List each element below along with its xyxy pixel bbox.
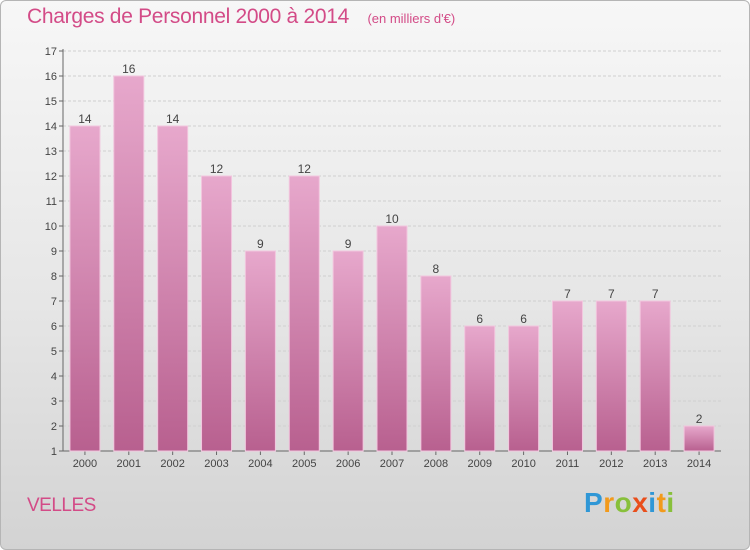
x-tick-label: 2005 [292,458,316,470]
chart-subtitle: (en milliers d'€) [367,11,456,26]
proxiti-logo: Proxiti [584,487,675,518]
data-label: 2 [696,412,703,426]
y-tick-label: 17 [45,46,57,58]
data-label: 6 [476,312,483,326]
x-tick-label: 2010 [511,458,535,470]
bar [420,275,452,452]
data-label: 14 [78,112,92,126]
x-tick-label: 2012 [599,458,623,470]
y-tick-label: 16 [45,71,57,83]
x-tick-label: 2000 [73,458,97,470]
bar [464,325,496,452]
y-tick-label: 12 [45,171,57,183]
title-row: Charges de Personnel 2000 à 2014 (en mil… [27,5,455,29]
data-label: 12 [210,162,224,176]
bar [244,250,276,452]
bar [683,425,715,452]
commune-name: VELLES [27,495,96,516]
data-label: 7 [564,287,571,301]
data-label: 10 [385,212,399,226]
bar [201,175,233,452]
bar [113,75,145,452]
data-label: 8 [433,262,440,276]
bar [639,300,671,452]
x-tick-label: 2003 [204,458,228,470]
x-tick-label: 2008 [424,458,448,470]
bar [551,300,583,452]
data-label: 7 [652,287,659,301]
x-tick-label: 2004 [248,458,272,470]
data-label: 16 [122,62,136,76]
y-tick-label: 2 [51,421,57,433]
bar [288,175,320,452]
x-tick-label: 2001 [117,458,141,470]
y-tick-label: 1 [51,446,57,458]
x-tick-label: 2013 [643,458,667,470]
x-tick-label: 2006 [336,458,360,470]
bar [376,225,408,452]
y-tick-label: 11 [46,196,57,208]
data-label: 6 [520,312,527,326]
bar [69,125,101,452]
x-tick-label: 2011 [556,458,580,470]
y-tick-label: 5 [51,346,57,358]
x-tick-label: 2014 [687,458,711,470]
data-label: 9 [257,237,264,251]
bar [508,325,540,452]
y-tick-label: 8 [51,271,57,283]
chart-title: Charges de Personnel 2000 à 2014 [27,5,349,28]
data-label: 14 [166,112,180,126]
labels: 1234567891011121314151617142000162001142… [45,46,712,470]
y-tick-label: 14 [45,121,57,133]
data-label: 9 [345,237,352,251]
y-tick-label: 13 [45,146,57,158]
y-tick-label: 6 [51,321,57,333]
y-tick-label: 3 [51,396,57,408]
y-tick-label: 4 [51,371,57,383]
bar [595,300,627,452]
x-tick-label: 2009 [467,458,491,470]
y-tick-label: 7 [51,296,57,308]
bar [157,125,189,452]
x-tick-label: 2002 [160,458,184,470]
x-tick-label: 2007 [380,458,404,470]
data-label: 12 [298,162,312,176]
y-tick-label: 10 [45,221,57,233]
bar [332,250,364,452]
data-label: 7 [608,287,615,301]
y-tick-label: 15 [45,96,57,108]
y-tick-label: 9 [51,246,57,258]
bars [69,75,715,452]
